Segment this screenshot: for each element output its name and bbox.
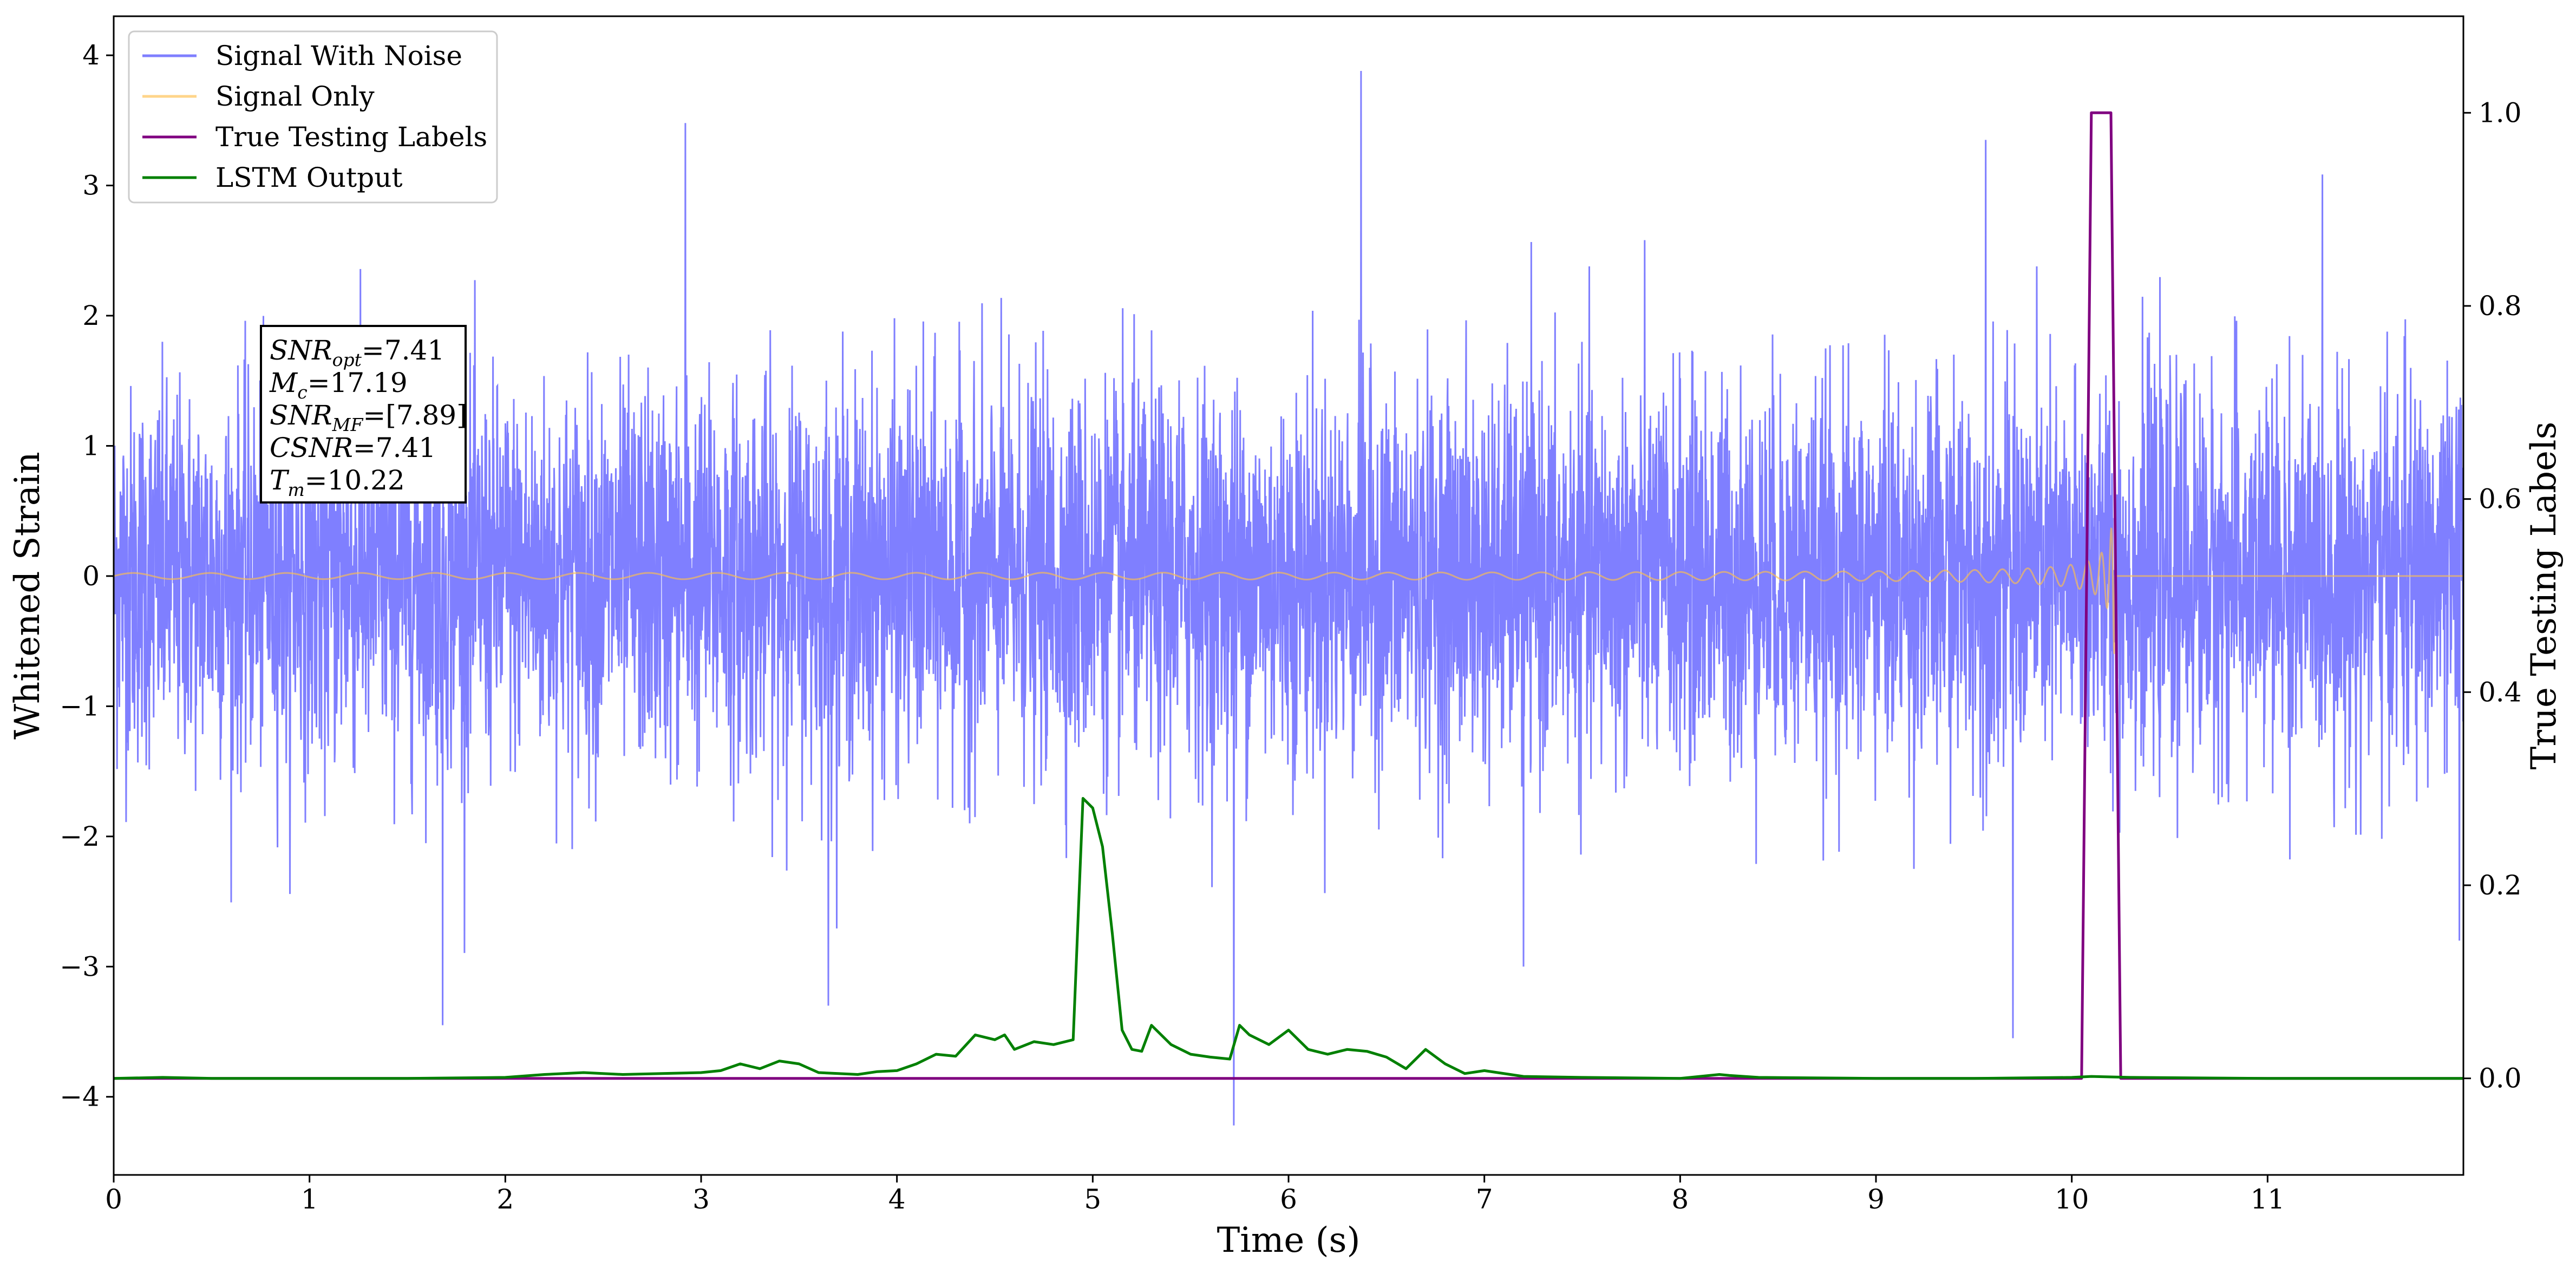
y2-tick-label: 0.8 xyxy=(2479,290,2522,322)
x-tick-label: 5 xyxy=(1084,1184,1101,1215)
legend-label: Signal With Noise xyxy=(215,40,462,71)
legend-label: True Testing Labels xyxy=(215,121,487,153)
x-tick-label: 1 xyxy=(301,1184,318,1215)
y2-axis-title: True Testing Labels xyxy=(2524,422,2564,770)
legend: Signal With Noise Signal Only True Testing… xyxy=(128,30,498,204)
legend-label: LSTM Output xyxy=(215,162,402,193)
x-tick-label: 9 xyxy=(1867,1184,1885,1215)
y-tick-label: 3 xyxy=(82,170,100,201)
annotation-line: CSNR=7.41 xyxy=(270,432,436,463)
x-axis-title: Time (s) xyxy=(1217,1220,1361,1260)
y-tick-label: 0 xyxy=(82,560,100,592)
y-tick-label: 1 xyxy=(82,430,100,461)
annotation-line: Tm=10.22 xyxy=(270,465,405,500)
ticks-layer: 0 1 2 3 4 5 6 7 8 9 10 11 −4 −3 −2 −1 0 1 2 3 4 0.0 0.2 0.4 0.6 0… xyxy=(60,40,2521,1215)
y2-tick-label: 1.0 xyxy=(2479,97,2522,128)
y-tick-label: 2 xyxy=(82,300,100,331)
y-tick-label: −3 xyxy=(60,951,100,982)
x-tick-label: 6 xyxy=(1280,1184,1297,1215)
y-tick-label: −2 xyxy=(60,821,100,852)
y-tick-label: −1 xyxy=(60,690,100,722)
y2-tick-label: 0.4 xyxy=(2479,676,2522,708)
series-signal-with-noise xyxy=(114,70,2463,1126)
annotation-box: SNRopt=7.41Mc=17.19SNRMF=[7.89]CSNR=7.41… xyxy=(260,325,467,504)
y-tick-label: −4 xyxy=(60,1081,100,1113)
y-axis-title: Whitened Strain xyxy=(8,452,48,739)
x-tick-label: 10 xyxy=(2055,1184,2089,1215)
series-layer xyxy=(114,70,2463,1126)
y2-tick-label: 0.0 xyxy=(2479,1063,2522,1094)
annotation-frame xyxy=(260,325,467,504)
series-signal-only xyxy=(114,527,2463,654)
x-tick-label: 2 xyxy=(496,1184,514,1215)
y-tick-label: 4 xyxy=(82,40,100,71)
x-tick-label: 3 xyxy=(692,1184,710,1215)
series-lstm-output xyxy=(114,797,2463,1080)
annotation-line: SNRopt=7.41 xyxy=(270,335,444,370)
x-tick-label: 11 xyxy=(2251,1184,2285,1215)
x-tick-label: 7 xyxy=(1476,1184,1493,1215)
x-tick-label: 8 xyxy=(1671,1184,1689,1215)
annotation-line: Mc=17.19 xyxy=(269,367,408,403)
y2-tick-label: 0.6 xyxy=(2479,484,2522,515)
x-tick-label: 4 xyxy=(888,1184,906,1215)
legend-frame xyxy=(128,30,498,204)
legend-label: Signal Only xyxy=(215,81,375,112)
y2-tick-label: 0.2 xyxy=(2479,870,2522,901)
x-tick-label: 0 xyxy=(105,1184,122,1215)
annotation-line: SNRMF=[7.89] xyxy=(270,400,467,435)
